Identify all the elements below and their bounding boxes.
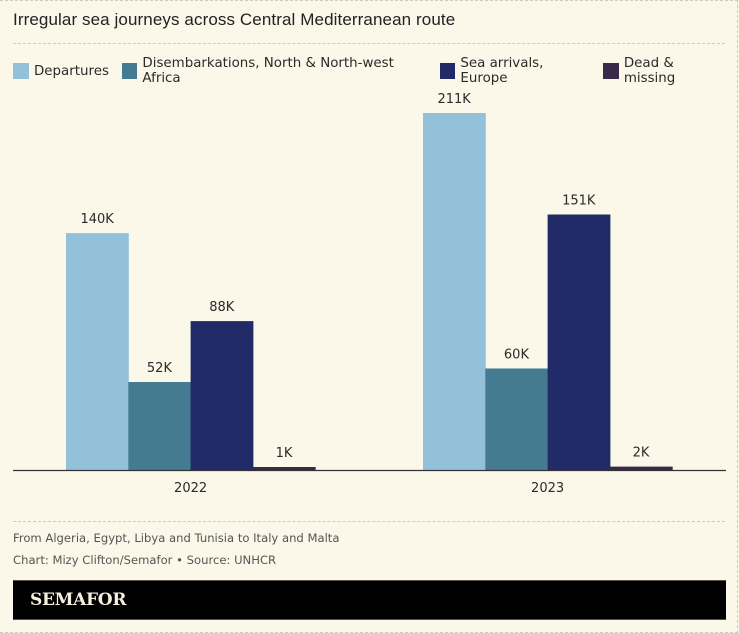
legend-item-dead-missing: Dead & missing [603, 56, 726, 86]
legend-item-departures: Departures [13, 63, 109, 79]
legend-label: Dead & missing [623, 56, 676, 86]
semafor-logo: SEMAFOR [30, 590, 127, 610]
bar [66, 233, 129, 470]
bar [423, 113, 486, 470]
legend-swatch [603, 63, 619, 79]
data-label: 52K [147, 361, 173, 376]
legend-label: Sea arrivals, Europe [460, 56, 544, 86]
data-label: 1K [276, 446, 293, 461]
brand-bar: SEMAFOR [13, 580, 726, 620]
x-tick-label: 2022 [174, 481, 207, 496]
bar [128, 382, 192, 470]
data-label: 151K [562, 194, 596, 209]
data-label: 140K [80, 212, 114, 227]
bar-chart: 140K 52K 88K 1K 2022 211K 60K 151K 2K 2023 [13, 92, 726, 496]
legend: Departures Disembarkations, North & Nort… [13, 56, 739, 86]
bar [252, 467, 316, 470]
legend-swatch [13, 63, 29, 79]
legend-label: Departures [34, 63, 109, 79]
footer-divider [13, 521, 725, 522]
legend-swatch [121, 63, 138, 79]
bar [485, 368, 549, 470]
bar [547, 214, 611, 470]
chart-credit: Chart: Mizy Clifton/Semafor • Source: UN… [13, 553, 277, 567]
chart-title: Irregular sea journeys across Central Me… [13, 10, 456, 29]
bar [190, 321, 254, 470]
legend-swatch [439, 63, 456, 79]
data-label: 60K [504, 347, 530, 362]
data-label: 88K [209, 300, 235, 315]
bar [609, 466, 673, 470]
data-label: 2K [633, 446, 650, 461]
legend-label: Disembarkations, North & North-west Afri… [142, 56, 394, 86]
legend-item-disembarkations: Disembarkations, North & North-west Afri… [121, 56, 427, 86]
data-label: 211K [437, 92, 471, 107]
title-divider [13, 43, 725, 44]
chart-note: From Algeria, Egypt, Libya and Tunisia t… [13, 531, 340, 545]
x-tick-label: 2023 [531, 481, 564, 496]
legend-item-sea-arrivals: Sea arrivals, Europe [439, 56, 590, 86]
